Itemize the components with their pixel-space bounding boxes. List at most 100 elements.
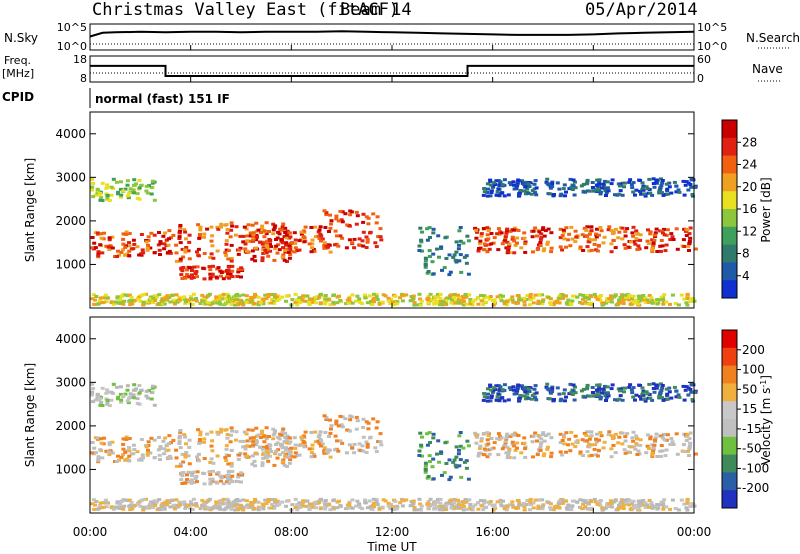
velocity-echo-cell — [229, 507, 234, 511]
velocity-echo-cell — [132, 383, 137, 387]
power-echo-cell — [650, 301, 655, 305]
velocity-echo-cell — [215, 506, 220, 510]
velocity-echo-cell — [658, 390, 663, 394]
power-echo-cell — [664, 300, 669, 304]
velocity-echo-cell — [142, 498, 146, 502]
power-echo-cell — [99, 232, 104, 236]
power-echo-cell — [440, 268, 444, 272]
power-echo-cell — [603, 189, 608, 193]
velocity-echo-cell — [676, 393, 681, 397]
velocity-echo-cell — [208, 473, 213, 477]
power-echo-cell — [494, 193, 499, 197]
velocity-echo-cell — [111, 507, 116, 511]
velocity-echo-cell — [683, 434, 688, 438]
power-echo-cell — [562, 237, 567, 241]
velocity-echo-cell — [309, 431, 314, 434]
velocity-echo-cell — [162, 507, 167, 511]
power-echo-cell — [261, 299, 266, 303]
power-echo-cell — [476, 296, 481, 300]
velocity-echo-cell — [117, 503, 122, 507]
velocity-echo-cell — [241, 508, 246, 512]
velocity-echo-cell — [228, 440, 233, 444]
power-echo-cell — [132, 178, 137, 182]
velocity-echo-cell — [91, 400, 96, 404]
power-echo-cell — [683, 183, 688, 187]
velocity-echo-cell — [426, 501, 431, 505]
velocity-echo-cell — [538, 442, 543, 446]
velocity-echo-cell — [463, 498, 468, 501]
velocity-echo-cell — [621, 498, 626, 502]
time-tick-label: 08:00 — [274, 525, 309, 539]
power-echo-cell — [637, 247, 642, 251]
power-echo-cell — [239, 298, 243, 302]
velocity-echo-cell — [459, 475, 464, 479]
velocity-echo-cell — [602, 440, 607, 444]
power-echo-cell — [673, 302, 678, 305]
velocity-echo-cell — [510, 440, 515, 444]
velocity-echo-cell — [239, 503, 243, 507]
velocity-echo-cell — [226, 462, 231, 466]
velocity-echo-cell — [198, 507, 203, 511]
velocity-echo-cell — [660, 384, 665, 387]
power-echo-cell — [532, 187, 537, 191]
power-echo-cell — [105, 193, 110, 197]
velocity-echo-cell — [494, 384, 499, 388]
power-echo-cell — [284, 299, 288, 303]
power-colorbar-tick-label: 4 — [742, 269, 750, 283]
velocity-echo-cell — [566, 503, 571, 507]
velocity-echo-cell — [592, 497, 597, 501]
power-echo-cell — [116, 190, 121, 194]
power-echo-cell — [273, 224, 278, 228]
velocity-echo-cell — [433, 503, 437, 507]
velocity-echo-cell — [442, 471, 447, 475]
velocity-echo-cell — [505, 432, 510, 436]
power-echo-cell — [500, 183, 505, 187]
power-echo-cell — [648, 232, 653, 236]
power-echo-cell — [328, 213, 332, 217]
velocity-echo-cell — [272, 431, 277, 435]
velocity-echo-cell — [690, 398, 695, 401]
time-tick-label: 00:00 — [677, 525, 712, 539]
power-echo-cell — [635, 248, 640, 251]
power-echo-cell — [682, 193, 687, 197]
velocity-echo-cell — [347, 443, 352, 447]
velocity-echo-cell — [202, 440, 206, 444]
power-echo-cell — [512, 226, 517, 230]
power-echo-cell — [107, 199, 112, 203]
velocity-echo-cell — [613, 432, 618, 436]
velocity-echo-cell — [326, 502, 331, 506]
velocity-echo-cell — [654, 386, 659, 390]
power-echo-cell — [219, 274, 223, 278]
velocity-echo-cell — [361, 417, 366, 421]
velocity-echo-cell — [368, 436, 372, 440]
power-echo-cell — [319, 234, 324, 238]
velocity-echo-cell — [489, 396, 494, 400]
velocity-echo-cell — [563, 399, 567, 403]
velocity-echo-cell — [224, 444, 229, 448]
velocity-echo-cell — [488, 384, 493, 388]
power-echo-cell — [157, 293, 162, 297]
velocity-echo-cell — [475, 435, 479, 439]
power-echo-cell — [254, 238, 259, 242]
velocity-echo-cell — [651, 382, 656, 386]
power-echo-cell — [515, 241, 519, 245]
velocity-echo-cell — [453, 463, 458, 467]
velocity-echo-cell — [438, 501, 443, 505]
velocity-echo-cell — [417, 449, 422, 453]
velocity-echo-cell — [109, 505, 114, 509]
power-echo-cell — [229, 221, 234, 225]
velocity-echo-cell — [178, 430, 183, 434]
power-echo-cell — [280, 225, 285, 229]
velocity-echo-cell — [673, 507, 678, 510]
power-echo-cell — [523, 185, 528, 189]
velocity-echo-cell — [283, 436, 288, 439]
velocity-echo-cell — [630, 502, 635, 506]
velocity-echo-cell — [253, 464, 258, 468]
velocity-echo-cell — [244, 505, 249, 509]
velocity-echo-cell — [273, 452, 278, 456]
velocity-echo-cell — [367, 499, 372, 503]
power-echo-cell — [364, 235, 369, 239]
velocity-echo-cell — [515, 386, 520, 390]
power-echo-cell — [589, 229, 594, 233]
velocity-echo-cell — [333, 448, 337, 452]
